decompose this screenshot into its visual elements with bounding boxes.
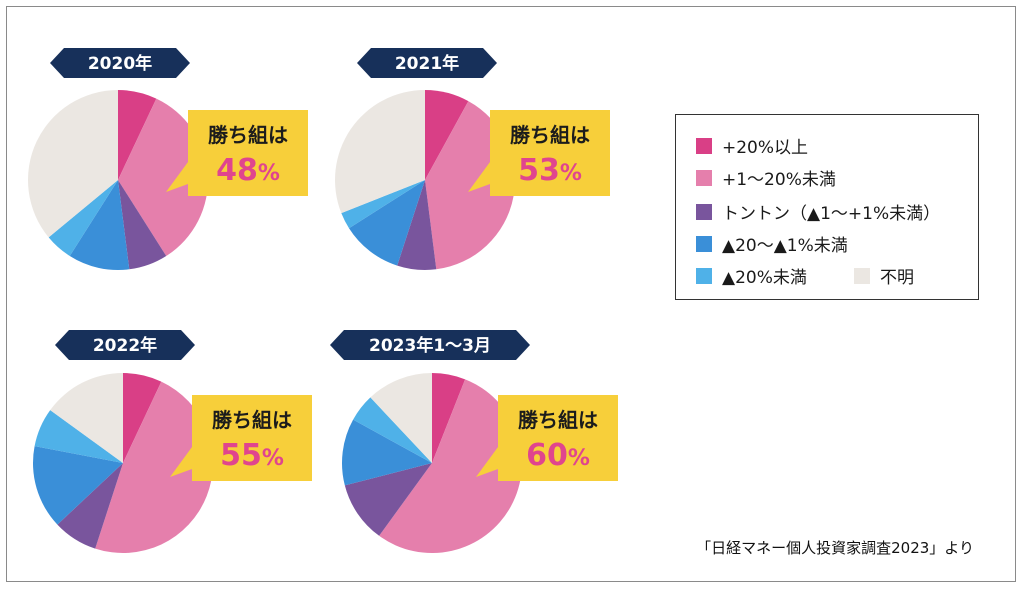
legend-label: +1〜20%未満 <box>722 170 836 190</box>
pie-slice <box>48 180 118 256</box>
legend-item-unknown: 不明 <box>854 263 914 288</box>
pie-slice <box>118 180 167 270</box>
legend-swatch <box>696 267 712 284</box>
legend-item-even: トントン（▲1〜+1%未満） <box>696 199 940 224</box>
pie-slice <box>379 379 523 554</box>
legend-label: +20%以上 <box>722 138 809 158</box>
pie-slice <box>123 373 162 463</box>
pie-slice <box>118 90 157 180</box>
pie-slice <box>397 180 437 271</box>
pie-slice <box>353 397 432 463</box>
pie-slice <box>118 98 208 256</box>
pie-slice <box>432 373 466 463</box>
legend-item-plus20: +20%以上 <box>696 133 808 158</box>
callout-label: 勝ち組は <box>208 123 288 147</box>
year-label: 2022年 <box>93 335 157 356</box>
pie-slice <box>335 90 425 214</box>
year-label: 2021年 <box>395 53 459 74</box>
pie-slice <box>27 90 118 238</box>
legend-swatch <box>696 169 712 186</box>
callout-label: 勝ち組は <box>518 408 598 432</box>
year-badge <box>330 330 530 360</box>
pie-slice <box>34 410 124 463</box>
pie-slice <box>341 180 425 229</box>
pie-slice <box>342 419 432 486</box>
pie-slice <box>344 463 432 536</box>
callout-box <box>166 110 308 196</box>
legend-swatch <box>696 203 712 220</box>
legend-swatch <box>854 267 870 284</box>
year-badge <box>55 330 195 360</box>
pie-slice <box>57 463 123 549</box>
pie-slice <box>370 372 432 463</box>
pie-slice <box>32 446 123 525</box>
pie-slice <box>50 373 123 463</box>
callout-box <box>170 395 312 481</box>
year-badge <box>357 48 497 78</box>
pie-slice <box>95 381 213 554</box>
callout-label: 勝ち組は <box>212 408 292 432</box>
callout-box <box>468 110 610 196</box>
pie-slice <box>69 180 130 270</box>
legend-swatch <box>696 137 712 154</box>
legend-item-plus1-20: +1〜20%未満 <box>696 165 836 190</box>
year-badge <box>50 48 190 78</box>
legend-swatch <box>696 235 712 252</box>
pie-slice <box>349 180 425 266</box>
legend-item-minus1-20: ▲20〜▲1%未満 <box>696 231 848 256</box>
legend-item-minus20: ▲20%未満 <box>696 263 807 288</box>
source-note: 「日経マネー個人投資家調査2023」より <box>696 539 974 557</box>
legend-label: 不明 <box>880 268 914 288</box>
legend: +20%以上 +1〜20%未満 トントン（▲1〜+1%未満） ▲20〜▲1%未満… <box>675 114 979 300</box>
callout-value: 53% <box>518 153 582 188</box>
callout-value: 48% <box>216 153 280 188</box>
legend-label: ▲20%未満 <box>722 268 807 288</box>
year-label: 2020年 <box>88 53 152 74</box>
callout-value: 55% <box>220 438 284 473</box>
callout-label: 勝ち組は <box>510 123 590 147</box>
legend-label: トントン（▲1〜+1%未満） <box>722 204 941 224</box>
callout-box <box>476 395 618 481</box>
legend-label: ▲20〜▲1%未満 <box>722 236 848 256</box>
year-label: 2023年1〜3月 <box>369 335 491 356</box>
callout-value: 60% <box>526 438 590 473</box>
pie-slice <box>425 90 469 180</box>
